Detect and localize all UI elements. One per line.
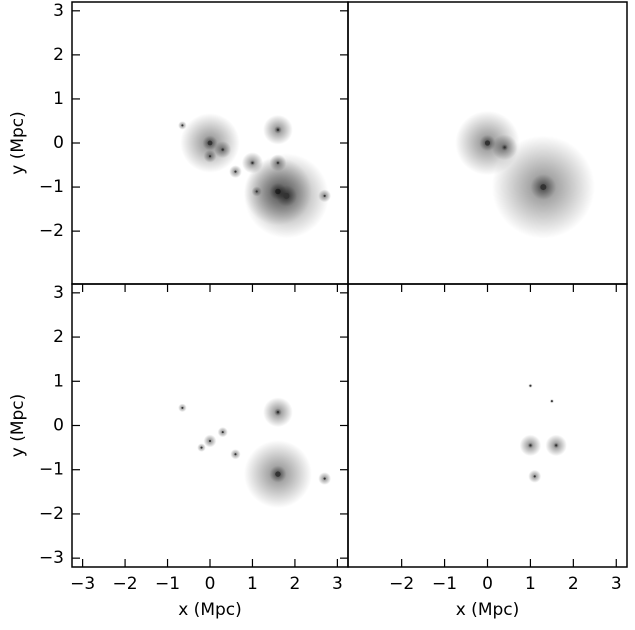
panel-frame (347, 283, 628, 568)
cluster-core (221, 431, 224, 434)
cluster-core (255, 190, 258, 193)
y-tick-label: 3 (53, 1, 64, 21)
panel-frame (71, 283, 349, 568)
y-tick-label: 3 (53, 283, 64, 303)
cluster-core (529, 384, 532, 387)
x-tick-label: 0 (482, 574, 493, 594)
cluster-core (283, 192, 290, 199)
cluster-core (181, 124, 184, 127)
y-axis-label: y (Mpc) (8, 111, 28, 175)
x-tick-label: −2 (113, 574, 138, 594)
cluster-core (209, 439, 211, 442)
cluster-core (276, 411, 280, 414)
y-tick-label: −1 (39, 177, 64, 197)
cluster-core (503, 146, 506, 149)
x-tick-label: 0 (205, 574, 216, 594)
y-tick-label: 0 (53, 416, 64, 436)
cluster-core (550, 400, 553, 403)
y-tick-label: −2 (39, 221, 64, 241)
cluster-core (200, 446, 203, 449)
y-tick-label: −1 (39, 460, 64, 480)
x-tick-label: 1 (247, 574, 258, 594)
y-tick-label: −3 (39, 548, 64, 568)
y-tick-label: 1 (53, 371, 64, 391)
y-tick-label: 2 (53, 327, 64, 347)
cluster-core (484, 140, 491, 146)
cluster-core (221, 148, 224, 151)
cluster-core (209, 155, 211, 158)
x-tick-label: 3 (332, 574, 343, 594)
cluster-core (207, 140, 213, 146)
cluster-core (555, 444, 558, 447)
cluster-core (323, 194, 326, 197)
x-tick-label: −2 (389, 574, 414, 594)
y-tick-label: 2 (53, 45, 64, 65)
cluster-core (533, 475, 536, 478)
cluster-core (181, 406, 184, 409)
cluster-core (276, 128, 280, 131)
x-axis-label: x (Mpc) (178, 600, 242, 620)
y-tick-label: 1 (53, 89, 64, 109)
x-tick-label: −3 (70, 574, 95, 594)
y-tick-label: 0 (53, 133, 64, 153)
cluster-core (251, 161, 254, 164)
x-tick-label: −1 (155, 574, 180, 594)
cluster-core (323, 477, 326, 480)
x-tick-label: 3 (611, 574, 622, 594)
x-tick-label: 2 (568, 574, 579, 594)
x-tick-label: 1 (525, 574, 536, 594)
y-axis-label: y (Mpc) (8, 394, 28, 458)
cluster-core (234, 170, 237, 173)
cluster-core (529, 444, 532, 447)
x-axis-label: x (Mpc) (456, 600, 520, 620)
cluster-core (276, 161, 279, 164)
cluster-core (540, 184, 547, 191)
cluster-core (275, 471, 281, 477)
cluster-core (234, 453, 237, 456)
x-tick-label: −1 (432, 574, 457, 594)
x-tick-label: 2 (290, 574, 301, 594)
y-tick-label: −2 (39, 504, 64, 524)
